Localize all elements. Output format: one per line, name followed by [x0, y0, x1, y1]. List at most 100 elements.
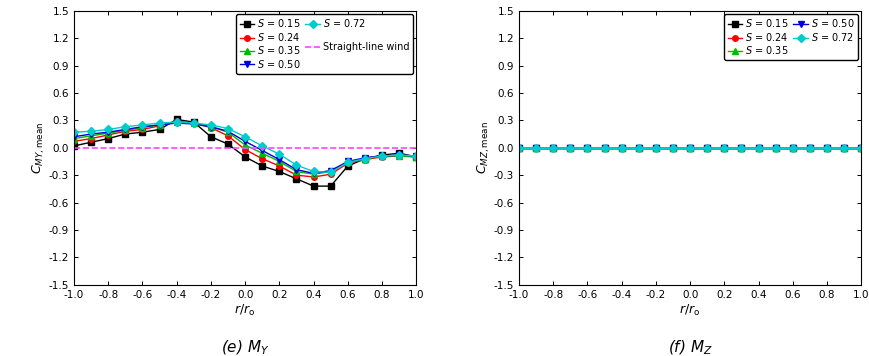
$S$ = 0.24	[530, 146, 541, 150]
$S$ = 0.72	[565, 146, 575, 150]
Legend: $S$ = 0.15, $S$ = 0.24, $S$ = 0.35, $S$ = 0.50, $S$ = 0.72, : $S$ = 0.15, $S$ = 0.24, $S$ = 0.35, $S$ …	[723, 14, 858, 60]
X-axis label: $r/r_{\rm o}$: $r/r_{\rm o}$	[679, 303, 700, 318]
$S$ = 0.24	[599, 146, 609, 150]
$S$ = 0.24	[633, 146, 643, 150]
$S$ = 0.72	[359, 157, 369, 161]
$S$ = 0.15	[701, 146, 712, 150]
$S$ = 0.15	[103, 136, 113, 141]
$S$ = 0.15	[753, 146, 763, 150]
$S$ = 0.50	[376, 154, 387, 158]
$S$ = 0.35	[69, 136, 79, 141]
$S$ = 0.15	[684, 146, 694, 150]
$S$ = 0.24	[154, 124, 164, 128]
$S$ = 0.35	[308, 172, 318, 176]
$S$ = 0.15	[154, 127, 164, 132]
$S$ = 0.15	[291, 177, 302, 181]
$S$ = 0.35	[599, 146, 609, 150]
Line: $S$ = 0.15: $S$ = 0.15	[71, 117, 419, 189]
$S$ = 0.15	[256, 164, 267, 168]
$S$ = 0.72	[616, 146, 627, 150]
$S$ = 0.24	[240, 147, 250, 152]
$S$ = 0.72	[650, 146, 660, 150]
$S$ = 0.50	[308, 171, 318, 176]
$S$ = 0.35	[359, 157, 369, 161]
$S$ = 0.72	[325, 170, 335, 174]
$S$ = 0.15	[514, 146, 524, 150]
$S$ = 0.15	[240, 155, 250, 159]
$S$ = 0.35	[189, 121, 199, 125]
$S$ = 0.24	[205, 126, 216, 130]
$S$ = 0.15	[394, 151, 404, 155]
$S$ = 0.50	[547, 146, 558, 150]
$S$ = 0.72	[222, 126, 233, 131]
$S$ = 0.35	[154, 123, 164, 127]
$S$ = 0.35	[514, 146, 524, 150]
$S$ = 0.24	[291, 173, 302, 177]
$S$ = 0.15	[735, 146, 746, 150]
$S$ = 0.15	[855, 146, 866, 150]
$S$ = 0.35	[616, 146, 627, 150]
$S$ = 0.50	[154, 123, 164, 127]
$S$ = 0.50	[633, 146, 643, 150]
$S$ = 0.72	[256, 144, 267, 148]
$S$ = 0.24	[786, 146, 797, 150]
$S$ = 0.50	[650, 146, 660, 150]
Y-axis label: $C_{MY\sf{,mean}}$: $C_{MY\sf{,mean}}$	[31, 122, 47, 174]
$S$ = 0.15	[205, 135, 216, 139]
$S$ = 0.72	[171, 120, 182, 124]
$S$ = 0.50	[838, 146, 848, 150]
$S$ = 0.72	[581, 146, 592, 150]
$S$ = 0.50	[69, 135, 79, 139]
$S$ = 0.24	[667, 146, 678, 150]
$S$ = 0.15	[86, 140, 96, 145]
$S$ = 0.15	[308, 184, 318, 188]
$S$ = 0.15	[667, 146, 678, 150]
Line: $S$ = 0.15: $S$ = 0.15	[515, 145, 863, 151]
$S$ = 0.15	[189, 120, 199, 124]
$S$ = 0.24	[547, 146, 558, 150]
$S$ = 0.72	[120, 125, 130, 129]
$S$ = 0.24	[650, 146, 660, 150]
$S$ = 0.15	[376, 153, 387, 157]
$S$ = 0.24	[753, 146, 763, 150]
$S$ = 0.50	[719, 146, 729, 150]
$S$ = 0.35	[855, 146, 866, 150]
$S$ = 0.15	[838, 146, 848, 150]
$S$ = 0.35	[291, 169, 302, 174]
$S$ = 0.35	[222, 130, 233, 134]
$S$ = 0.35	[838, 146, 848, 150]
$S$ = 0.35	[120, 128, 130, 132]
$S$ = 0.72	[804, 146, 814, 150]
$S$ = 0.50	[701, 146, 712, 150]
$S$ = 0.15	[719, 146, 729, 150]
Y-axis label: $C_{MZ\sf{,mean}}$: $C_{MZ\sf{,mean}}$	[475, 121, 492, 174]
$S$ = 0.15	[342, 164, 353, 168]
$S$ = 0.35	[804, 146, 814, 150]
$S$ = 0.35	[581, 146, 592, 150]
$S$ = 0.15	[274, 169, 284, 174]
$S$ = 0.72	[753, 146, 763, 150]
$S$ = 0.24	[616, 146, 627, 150]
$S$ = 0.15	[565, 146, 575, 150]
$S$ = 0.72	[547, 146, 558, 150]
$S$ = 0.50	[684, 146, 694, 150]
$S$ = 0.15	[120, 132, 130, 136]
$S$ = 0.24	[308, 175, 318, 179]
Legend: $S$ = 0.15, $S$ = 0.24, $S$ = 0.35, $S$ = 0.50, $S$ = 0.72, , Straight-line wind: $S$ = 0.15, $S$ = 0.24, $S$ = 0.35, $S$ …	[235, 14, 413, 74]
$S$ = 0.35	[667, 146, 678, 150]
$S$ = 0.15	[650, 146, 660, 150]
$S$ = 0.50	[274, 157, 284, 162]
$S$ = 0.50	[599, 146, 609, 150]
$S$ = 0.50	[786, 146, 797, 150]
$S$ = 0.15	[804, 146, 814, 150]
$S$ = 0.24	[274, 164, 284, 168]
$S$ = 0.24	[376, 155, 387, 159]
$S$ = 0.50	[222, 129, 233, 134]
$S$ = 0.72	[205, 123, 216, 127]
$S$ = 0.72	[684, 146, 694, 150]
$S$ = 0.24	[735, 146, 746, 150]
$S$ = 0.35	[821, 146, 832, 150]
$S$ = 0.50	[804, 146, 814, 150]
$S$ = 0.50	[137, 125, 148, 129]
$S$ = 0.24	[103, 133, 113, 137]
